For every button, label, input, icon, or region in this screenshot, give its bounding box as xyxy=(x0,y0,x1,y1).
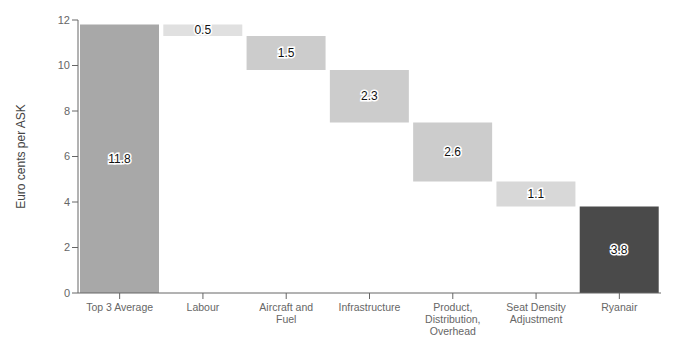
svg-text:Seat DensityAdjustment: Seat DensityAdjustment xyxy=(506,301,566,325)
svg-text:1.1: 1.1 xyxy=(528,187,545,201)
svg-text:6: 6 xyxy=(64,150,70,162)
svg-text:0.5: 0.5 xyxy=(194,23,211,37)
svg-text:Ryanair: Ryanair xyxy=(601,301,638,313)
svg-text:0: 0 xyxy=(64,287,70,299)
svg-text:2.6: 2.6 xyxy=(444,145,461,159)
svg-text:2: 2 xyxy=(64,241,70,253)
svg-text:2.3: 2.3 xyxy=(361,89,378,103)
svg-text:3.8: 3.8 xyxy=(611,243,628,257)
svg-text:Top 3 Average: Top 3 Average xyxy=(86,301,153,313)
svg-text:10: 10 xyxy=(58,59,70,71)
svg-text:Product,Distribution,Overhead: Product,Distribution,Overhead xyxy=(425,301,480,337)
svg-text:Labour: Labour xyxy=(187,301,220,313)
svg-text:12: 12 xyxy=(58,14,70,26)
svg-text:Aircraft andFuel: Aircraft andFuel xyxy=(259,301,313,325)
svg-text:Euro cents per ASK: Euro cents per ASK xyxy=(14,104,28,209)
svg-text:1.5: 1.5 xyxy=(278,46,295,60)
svg-text:4: 4 xyxy=(64,196,70,208)
svg-text:8: 8 xyxy=(64,105,70,117)
svg-text:Infrastructure: Infrastructure xyxy=(339,301,401,313)
svg-text:11.8: 11.8 xyxy=(108,152,131,166)
